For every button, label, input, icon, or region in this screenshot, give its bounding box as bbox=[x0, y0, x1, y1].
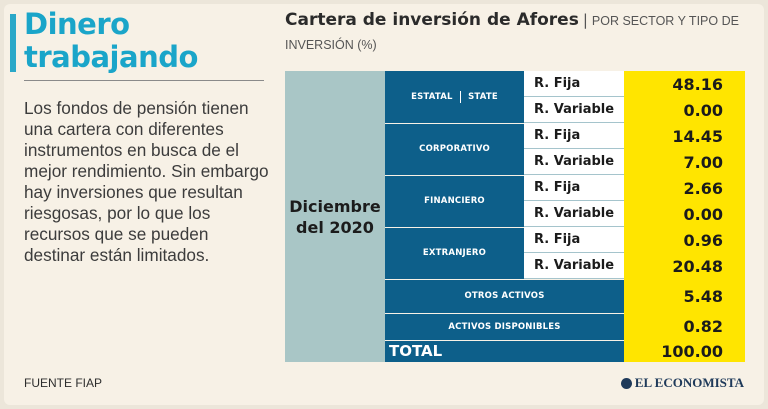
headline: Dinero trabajando bbox=[24, 8, 198, 74]
sector-estatal-label: ESTATAL bbox=[411, 92, 453, 102]
accent-bar bbox=[10, 14, 16, 72]
row-divider bbox=[385, 279, 624, 280]
headline-line-1: Dinero bbox=[24, 7, 130, 41]
value-cell: 48.16 bbox=[624, 71, 745, 97]
source-note: FUENTE FIAP bbox=[24, 376, 103, 390]
value-cell: 14.45 bbox=[624, 123, 745, 149]
publisher-logo: EL ECONOMISTA bbox=[620, 375, 744, 391]
period-line-2: del 2020 bbox=[296, 217, 374, 237]
value-cell: 0.00 bbox=[624, 201, 745, 227]
type-cell: R. Variable bbox=[524, 201, 624, 227]
total-label: TOTAL bbox=[385, 340, 624, 362]
logo-icon bbox=[620, 377, 632, 389]
type-cell: R. Variable bbox=[524, 149, 624, 175]
type-cell: R. Variable bbox=[524, 253, 624, 279]
headline-line-2: trabajando bbox=[24, 40, 198, 74]
otros-activos-label: OTROS ACTIVOS bbox=[385, 279, 624, 313]
body-paragraph: Los fondos de pensión tienen una cartera… bbox=[24, 98, 269, 265]
row-divider bbox=[385, 123, 524, 124]
row-divider bbox=[385, 340, 624, 341]
period-line-1: Diciembre bbox=[289, 196, 381, 216]
total-value: 100.00 bbox=[624, 340, 745, 362]
value-cell: 20.48 bbox=[624, 253, 745, 279]
logo-text: EL ECONOMISTA bbox=[634, 375, 744, 390]
row-divider bbox=[385, 313, 624, 314]
value-cell: 7.00 bbox=[624, 149, 745, 175]
sector-corporativo: CORPORATIVO bbox=[385, 123, 524, 175]
sector-extranjero: EXTRANJERO bbox=[385, 227, 524, 279]
title-sub-continued: INVERSIÓN (%) bbox=[285, 38, 377, 52]
sector-financiero: FINANCIERO bbox=[385, 175, 524, 227]
title-main: Cartera de inversión de Afores bbox=[285, 10, 579, 30]
title-sub: POR SECTOR Y TIPO DE bbox=[591, 14, 739, 28]
type-cell: R. Fija bbox=[524, 227, 624, 253]
value-cell: 0.00 bbox=[624, 97, 745, 123]
sector-estatal: ESTATAL STATE bbox=[385, 71, 524, 123]
activos-disponibles-value: 0.82 bbox=[624, 313, 745, 340]
sector-separator bbox=[459, 91, 462, 103]
type-cell: R. Fija bbox=[524, 71, 624, 97]
row-divider bbox=[385, 227, 524, 228]
sector-state-label: STATE bbox=[468, 92, 498, 102]
type-cell: R. Variable bbox=[524, 97, 624, 123]
table-title: Cartera de inversión de Afores | POR SECTO… bbox=[285, 10, 739, 30]
headline-divider bbox=[24, 80, 264, 81]
activos-disponibles-label: ACTIVOS DISPONIBLES bbox=[385, 313, 624, 340]
type-cell: R. Fija bbox=[524, 123, 624, 149]
otros-activos-value: 5.48 bbox=[624, 279, 745, 313]
period-cell: Diciembre del 2020 bbox=[285, 71, 385, 362]
row-divider bbox=[385, 175, 524, 176]
value-cell: 0.96 bbox=[624, 227, 745, 253]
type-cell: R. Fija bbox=[524, 175, 624, 201]
value-cell: 2.66 bbox=[624, 175, 745, 201]
